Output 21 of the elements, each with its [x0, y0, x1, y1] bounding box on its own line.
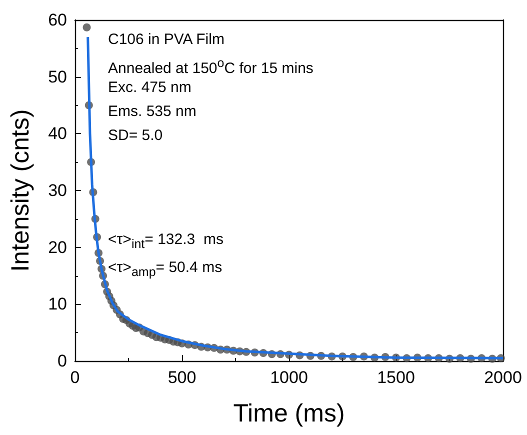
y-tick-label: 60 [48, 10, 67, 30]
y-tick-label: 20 [48, 238, 67, 257]
y-tick-label: 30 [48, 181, 67, 200]
annotation: <τ>$_{int}$= 132.3 ms [108, 231, 224, 251]
y-tick-label: 50 [48, 67, 67, 86]
y-tick-label: 0 [58, 352, 67, 370]
annotation: Annealed at 150$^{o}$C for 15 mins [108, 56, 314, 77]
annotation: Ems. 535 nm [108, 103, 196, 120]
x-tick-label: 500 [168, 368, 196, 387]
annotation: Exc. 475 nm [108, 79, 192, 96]
annotation: <τ>$_{amp}$= 50.4 ms [108, 259, 222, 279]
y-axis-title: Intensity (cnts) [6, 109, 34, 272]
x-tick-label: 0 [70, 368, 80, 387]
x-tick-label: 1000 [270, 368, 308, 387]
x-tick-label: 1500 [377, 368, 415, 387]
annotation: SD= 5.0 [108, 127, 163, 144]
annotation: C106 in PVA Film [108, 31, 224, 48]
x-tick-label: 2000 [484, 368, 522, 387]
y-tick-label: 10 [48, 294, 67, 314]
y-tick-label: 40 [48, 124, 67, 144]
x-axis-title: Time (ms) [233, 400, 345, 428]
